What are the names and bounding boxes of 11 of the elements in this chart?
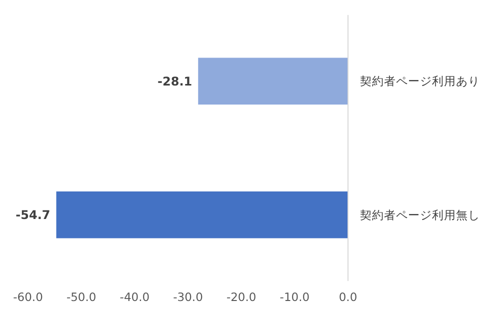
x-tick-label: -40.0 [120,290,150,304]
y-tick-label: 契約者ページ利用無し [360,208,480,222]
x-tick-label: -30.0 [173,290,203,304]
data-label: -54.7 [16,208,50,222]
y-tick-label: 契約者ページ利用あり [360,74,480,88]
x-tick-label: 0.0 [338,290,358,304]
data-label: -28.1 [158,74,192,88]
x-tick-label: -60.0 [13,290,43,304]
x-tick-label: -20.0 [226,290,256,304]
x-tick-label: -50.0 [66,290,96,304]
x-tick-label: -10.0 [280,290,310,304]
